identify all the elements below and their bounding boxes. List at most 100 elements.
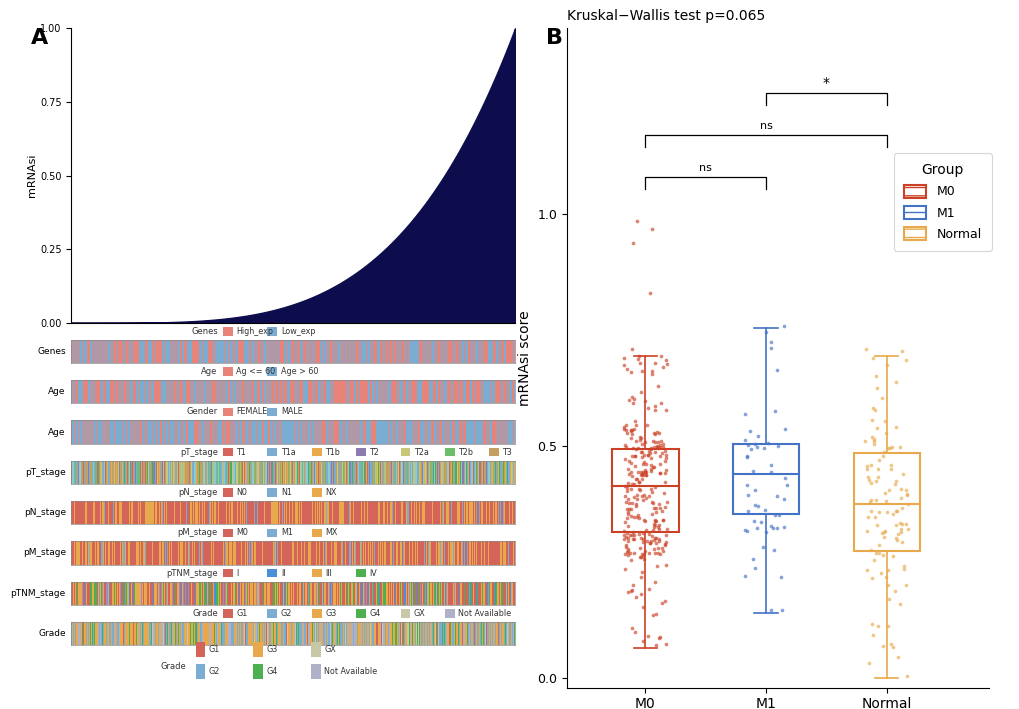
Point	[632, 355, 648, 367]
Point	[651, 453, 667, 464]
Point	[633, 569, 649, 580]
Point	[762, 392, 779, 403]
Point	[626, 536, 642, 547]
Point	[621, 522, 637, 533]
Point	[877, 610, 894, 622]
Point	[618, 467, 634, 479]
Y-axis label: Age: Age	[48, 428, 66, 437]
Point	[644, 580, 660, 591]
Point	[635, 451, 651, 462]
Text: M0: M0	[236, 528, 248, 537]
Point	[631, 530, 647, 542]
Point	[769, 446, 786, 457]
Point	[652, 426, 668, 437]
Point	[649, 455, 665, 467]
Point	[658, 499, 675, 510]
Y-axis label: Age: Age	[48, 387, 66, 396]
Text: B: B	[545, 28, 562, 48]
Bar	[489, 448, 498, 457]
Point	[894, 570, 910, 581]
Point	[625, 425, 641, 437]
Point	[614, 430, 631, 441]
Point	[766, 515, 783, 527]
Point	[656, 459, 673, 470]
Point	[652, 461, 668, 472]
Text: N0: N0	[236, 488, 247, 497]
Bar	[267, 448, 277, 457]
Point	[621, 620, 637, 631]
Point	[895, 542, 911, 553]
Point	[871, 457, 888, 468]
Point	[647, 432, 663, 443]
Point	[648, 542, 664, 554]
Point	[758, 601, 774, 613]
Point	[654, 446, 671, 457]
Y-axis label: pM_stage: pM_stage	[22, 549, 66, 557]
Point	[649, 586, 665, 598]
Point	[639, 449, 655, 460]
Point	[771, 423, 788, 434]
Point	[864, 433, 880, 445]
Point	[899, 510, 915, 521]
Point	[642, 498, 658, 510]
Point	[880, 486, 897, 498]
Point	[632, 474, 648, 486]
Point	[857, 538, 873, 549]
Y-axis label: Grade: Grade	[38, 629, 66, 638]
Point	[636, 240, 652, 251]
Point	[628, 482, 644, 493]
Point	[882, 539, 899, 550]
Point	[644, 618, 660, 630]
Point	[884, 415, 901, 427]
Point	[621, 522, 637, 533]
Point	[884, 634, 901, 645]
Point	[869, 476, 886, 488]
Point	[868, 469, 884, 481]
Point	[641, 466, 657, 477]
Point	[630, 551, 646, 562]
Point	[891, 441, 907, 452]
Point	[876, 508, 893, 519]
Point	[621, 393, 637, 404]
Point	[899, 574, 915, 585]
Point	[629, 487, 645, 498]
Point	[880, 570, 897, 581]
Text: NX: NX	[325, 488, 336, 497]
Point	[641, 580, 657, 591]
Point	[891, 489, 907, 500]
Point	[632, 473, 648, 484]
Point	[880, 532, 897, 543]
Point	[866, 427, 882, 438]
Bar	[311, 664, 320, 679]
Point	[765, 511, 782, 523]
Point	[632, 425, 648, 436]
Point	[774, 448, 791, 459]
Point	[877, 436, 894, 447]
Point	[884, 494, 901, 506]
Point	[655, 489, 672, 501]
Point	[876, 479, 893, 490]
Point	[753, 391, 769, 403]
Point	[863, 425, 879, 437]
Bar	[223, 408, 232, 416]
Text: T2b: T2b	[458, 447, 473, 457]
Bar	[444, 448, 454, 457]
Point	[643, 368, 659, 379]
Point	[619, 518, 635, 530]
Point	[652, 605, 668, 616]
Point	[632, 259, 648, 270]
Text: T1: T1	[236, 447, 246, 457]
Point	[656, 549, 673, 560]
Point	[646, 546, 662, 557]
Point	[619, 477, 635, 489]
Point	[878, 491, 895, 502]
Point	[640, 447, 656, 459]
Point	[636, 525, 652, 537]
Point	[736, 467, 752, 479]
Point	[619, 423, 635, 435]
Point	[648, 525, 664, 537]
Point	[638, 582, 654, 593]
Point	[646, 415, 662, 427]
Text: pM_stage: pM_stage	[177, 528, 218, 537]
Point	[656, 603, 673, 615]
